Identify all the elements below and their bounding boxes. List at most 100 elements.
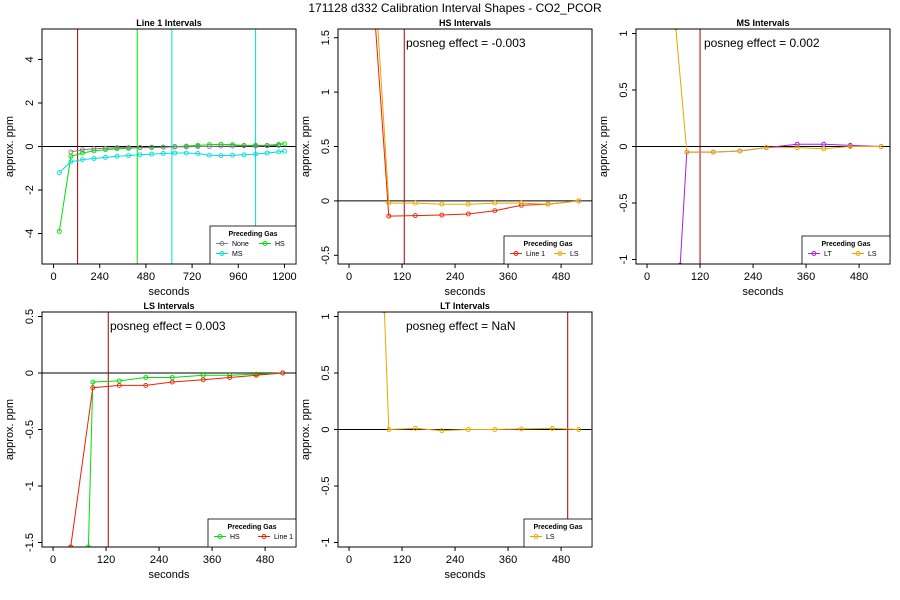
data-point [576,198,582,204]
x-tick-label: 120 [393,271,411,283]
y-tick-label: -4 [24,229,36,239]
legend-title: Preceding Gas [227,524,276,531]
legend-entry: Line 1 [274,534,293,541]
x-axis-label: seconds [149,569,190,581]
data-point [195,151,201,156]
legend-title: Preceding Gas [523,241,572,248]
y-axis-label: approx. ppm [4,116,16,177]
data-point [116,378,122,384]
data-point [465,211,471,217]
y-tick-label: -0.5 [24,420,36,439]
series-line-hs [87,372,283,547]
data-point [382,312,387,314]
legend: Preceding Gas HS Line 1 [207,518,297,548]
y-tick-label: 0.5 [320,365,332,380]
y-tick-label: 0 [618,143,630,149]
data-point [91,156,97,161]
data-point [160,151,166,156]
data-point [114,145,120,151]
data-point [280,370,286,376]
data-point [169,375,175,380]
x-tick-label: 480 [552,554,570,566]
data-point [412,213,418,219]
x-tick-label: 0 [50,271,56,283]
data-point [103,145,108,151]
legend-swatch-point [219,241,225,246]
x-tick-label: 720 [183,271,201,283]
data-point [227,375,233,380]
plot-frame [41,28,297,265]
data-point [160,144,166,150]
posneg-annotation: posneg effect = 0.002 [704,36,820,50]
y-tick-label: 0.5 [618,82,630,97]
y-tick-label: -1 [320,538,332,548]
legend-swatch-point [217,534,223,539]
data-point [90,379,96,385]
data-point [412,200,418,206]
data-point [218,153,224,159]
panel-title: Line 1 Intervals [136,18,202,28]
x-tick-label: 480 [552,271,570,283]
data-point [794,145,800,151]
x-tick-label: 480 [256,554,274,566]
y-tick-label: -0.5 [320,477,332,496]
plot-area [338,29,592,264]
y-tick-label: 0 [24,370,36,376]
data-point [116,382,122,388]
data-point [710,149,716,155]
data-point [206,152,212,158]
legend-swatch-point [557,251,563,256]
data-point [673,29,678,31]
y-tick-label: 0 [24,143,36,149]
legend-entry: None [232,241,249,248]
x-tick-label: 0 [644,271,650,283]
y-axis-label: approx. ppm [300,116,312,177]
data-point [230,152,235,158]
figure-title: 171128 d332 Calibration Interval Shapes … [308,1,602,15]
data-point [518,200,524,206]
data-point [68,159,74,165]
data-point [91,146,97,152]
plot-area [338,312,592,547]
x-tick-label: 0 [346,271,352,283]
data-point [737,148,743,154]
data-point [114,153,120,159]
x-tick-label: 480 [850,271,868,283]
y-tick-label: -2 [24,185,36,195]
data-point [282,148,287,154]
x-tick-label: 0 [50,554,56,566]
data-point [230,143,235,149]
y-tick-label: 1 [320,89,332,95]
data-point [253,151,259,157]
y-axis-label: approx. ppm [300,399,312,460]
data-point [465,427,471,432]
data-point [56,170,62,176]
data-point [200,372,206,378]
legend-entry: HS [230,534,240,541]
x-tick-label: 240 [446,554,464,566]
x-tick-label: 960 [229,271,247,283]
legend-box [523,518,593,548]
legend-title: Preceding Gas [821,241,870,248]
data-point [143,375,149,380]
data-point [149,144,155,150]
data-point [847,144,853,149]
series-line-ls [675,29,882,153]
data-point [763,145,769,151]
data-point [439,212,445,218]
legend-swatch-point [855,251,861,256]
legend-box [207,518,297,548]
y-tick-label: 0 [320,426,332,432]
y-tick-label: 4 [24,56,36,62]
plot-frame [41,311,297,548]
y-tick-label: 0.5 [24,309,36,324]
data-point [386,427,392,432]
data-point [439,201,445,207]
legend-title: Preceding Gas [533,524,582,531]
data-point [465,201,471,207]
data-point [376,29,379,30]
legend-swatch-point [811,251,817,256]
data-point [137,145,143,151]
legend-box [209,225,297,265]
x-tick-label: 240 [744,271,762,283]
